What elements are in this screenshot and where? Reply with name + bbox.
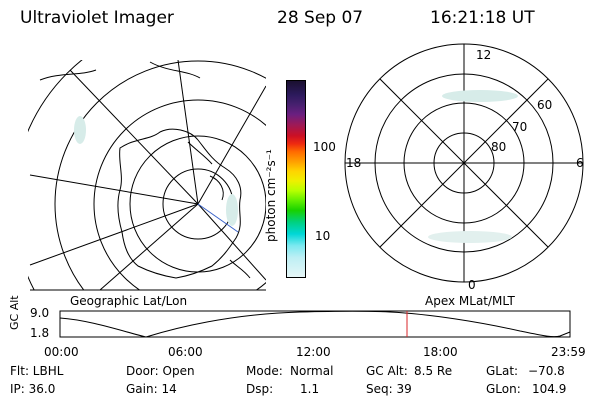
mlt-label-0: 0 (468, 278, 476, 292)
mlat-label-70: 70 (512, 120, 528, 134)
door-status: Door: Open (126, 364, 195, 378)
meridian-line (99, 203, 199, 290)
lat-circle (54, 60, 266, 290)
mlt-label-18: 18 (346, 156, 362, 170)
altitude-xtick: 12:00 (296, 345, 331, 359)
coastline (149, 61, 201, 79)
colorbar-tick: 100 (313, 140, 336, 154)
aurora-emission (428, 231, 512, 243)
instrument-title: Ultraviolet Imager (20, 8, 174, 28)
altitude-ytick: 9.0 (30, 306, 50, 320)
altitude-ylabel: GC Alt (8, 295, 21, 330)
coastline (209, 175, 224, 201)
seq-status: Seq: 39 (366, 382, 412, 396)
mlt-label-6: 6 (576, 156, 584, 170)
lat-circle (93, 99, 266, 290)
altitude-xtick: 00:00 (44, 345, 79, 359)
dsp-value: 1.1 (300, 382, 320, 396)
altitude-ytick: 1.8 (30, 326, 50, 340)
glat-value: −70.8 (528, 364, 565, 378)
geographic-caption: Geographic Lat/Lon (70, 294, 188, 308)
mode-value: Normal (290, 364, 334, 378)
glon-value: 104.9 (532, 382, 567, 396)
meridian-line (197, 85, 266, 205)
apex-caption: Apex MLat/MLT (425, 294, 515, 308)
glat-label: GLat: (486, 364, 519, 378)
aurora-emission (74, 116, 86, 144)
gc-alt-label: GC Alt: (366, 364, 408, 378)
coastline (117, 128, 242, 279)
mlat-label-80: 80 (491, 140, 507, 154)
filter-status: Flt: LBHL (10, 364, 64, 378)
altitude-xtick: 23:59 (551, 345, 586, 359)
satellite-track (197, 203, 239, 233)
altitude-xtick: 06:00 (168, 345, 203, 359)
header-time: 16:21:18 UT (430, 8, 535, 28)
coastline (187, 141, 213, 165)
meridian-line (29, 203, 199, 266)
mode-label: Mode: (246, 364, 283, 378)
mlt-label-12: 12 (476, 48, 492, 62)
gc-alt-value: 8.5 Re (414, 364, 453, 378)
altitude-xtick: 18:00 (423, 345, 458, 359)
gain-status: Gain: 14 (126, 382, 177, 396)
meridian-line (69, 69, 199, 205)
dsp-label: Dsp: (246, 382, 274, 396)
altitude-curve (59, 310, 571, 338)
coastline (39, 69, 97, 81)
meridian-line (29, 174, 199, 205)
ip-status: IP: 36.0 (10, 382, 56, 396)
glon-label: GLon: (486, 382, 521, 396)
coastline (229, 259, 251, 279)
aurora-emission (226, 194, 238, 226)
header-date: 28 Sep 07 (277, 8, 364, 28)
mlat-label-60: 60 (537, 98, 553, 112)
aurora-emission (442, 90, 518, 102)
colorbar (286, 80, 306, 278)
mlt-line (379, 78, 549, 248)
meridian-line (197, 203, 266, 281)
plot-frame (59, 310, 571, 338)
colorbar-tick: 10 (315, 229, 331, 243)
